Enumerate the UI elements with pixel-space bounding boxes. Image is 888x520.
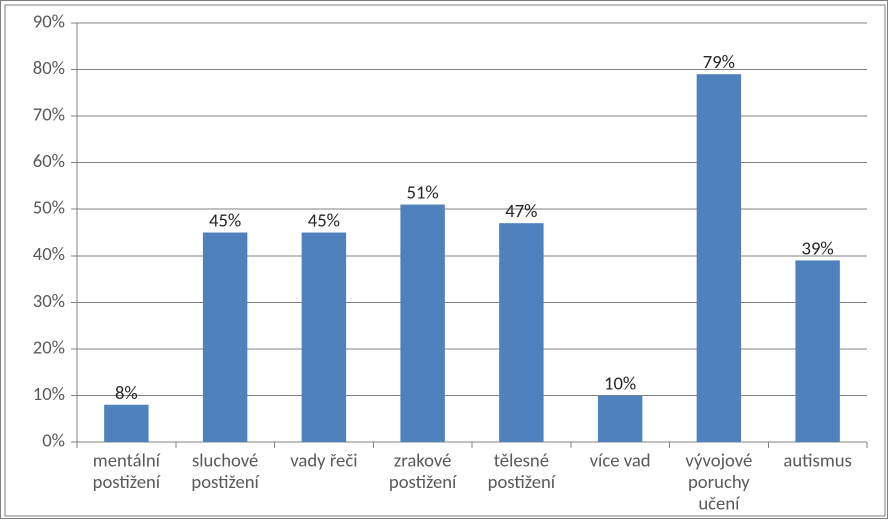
y-tick-label: 50% <box>33 197 65 220</box>
y-tick-label: 60% <box>33 150 65 173</box>
y-tick-label: 0% <box>42 429 65 452</box>
bar-value-label: 47% <box>505 200 537 223</box>
y-tick-label: 30% <box>33 290 65 313</box>
x-category-label: více vad <box>590 450 651 473</box>
x-category-label: sluchovépostižení <box>191 450 259 494</box>
y-tick-label: 80% <box>33 57 65 80</box>
bar-value-label: 45% <box>308 210 340 233</box>
y-tick-label: 10% <box>33 383 65 406</box>
bar-value-label: 39% <box>802 237 834 260</box>
bar-value-label: 10% <box>604 372 636 395</box>
x-category-label: zrakovépostižení <box>389 450 457 494</box>
y-tick-label: 40% <box>33 243 65 266</box>
x-category-label: tělesnépostižení <box>488 450 556 494</box>
bar <box>104 405 148 442</box>
bar <box>598 395 642 442</box>
x-category-label: vady řeči <box>290 450 357 473</box>
x-category-label: autismus <box>783 450 851 473</box>
x-category-label: vývojovéporuchyučení <box>685 450 752 516</box>
bar <box>795 260 839 442</box>
y-tick-label: 20% <box>33 336 65 359</box>
x-category-label: mentálnípostižení <box>93 450 161 494</box>
bar-value-label: 45% <box>209 210 241 233</box>
y-tick-label: 70% <box>33 104 65 127</box>
bar-value-label: 8% <box>115 382 138 405</box>
bar-value-label: 79% <box>703 51 735 74</box>
y-tick-label: 90% <box>33 10 65 33</box>
bar-chart: 0% 10% 20% 30% 40% 50% 60% 70% 80% 90% 8% mentálníp… <box>1 1 888 520</box>
bar <box>400 205 444 442</box>
bar <box>302 233 346 443</box>
bar <box>499 223 543 442</box>
bar <box>203 233 247 443</box>
bar-value-label: 51% <box>407 182 439 205</box>
bar <box>697 74 741 442</box>
chart-container: 0% 10% 20% 30% 40% 50% 60% 70% 80% 90% 8% mentálníp… <box>0 0 888 519</box>
